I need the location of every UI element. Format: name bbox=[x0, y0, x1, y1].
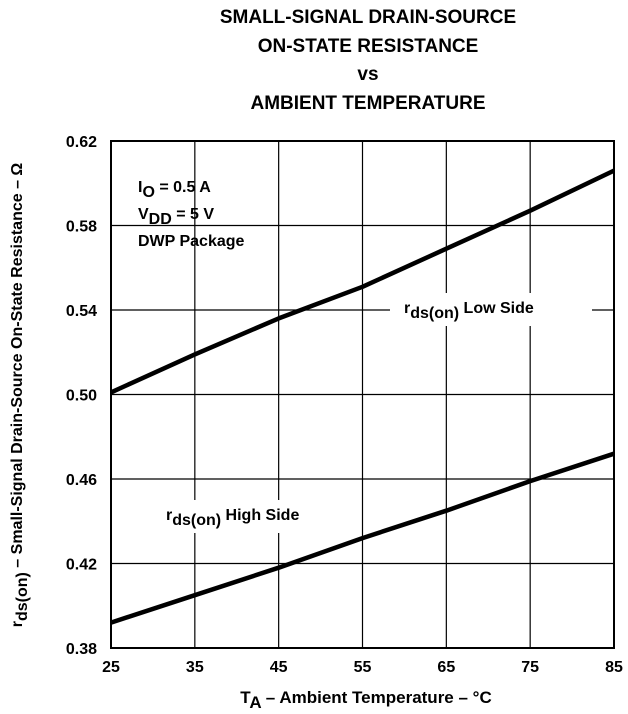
y-axis-label: rds(on) – Small-Signal Drain-Source On-S… bbox=[9, 163, 31, 628]
y-axis-label-rest: – Small-Signal Drain-Source On-State Res… bbox=[9, 163, 26, 573]
x-tick-label: 25 bbox=[102, 659, 120, 676]
series-label-low-side-main: r bbox=[404, 300, 410, 317]
y-tick-label: 0.58 bbox=[66, 219, 97, 236]
condition-1-sub: O bbox=[142, 184, 154, 201]
series-line-low-side bbox=[110, 168, 615, 395]
label-bg-low-side bbox=[390, 293, 592, 326]
plot-frame bbox=[110, 140, 615, 649]
x-axis-label-sub: A bbox=[249, 693, 261, 712]
y-tick-label: 0.54 bbox=[66, 303, 97, 320]
series-label-low-side: rds(on) Low Side bbox=[404, 300, 534, 322]
y-tick-label: 0.50 bbox=[66, 388, 97, 405]
x-tick-label: 75 bbox=[521, 659, 539, 676]
series-lines bbox=[110, 168, 615, 625]
series-label-high-side-main: r bbox=[166, 507, 172, 524]
condition-3: DWP Package bbox=[138, 233, 245, 250]
title-line-2: ON-STATE RESISTANCE bbox=[258, 36, 479, 57]
series-label-low-side-rest: Low Side bbox=[459, 300, 534, 317]
title-line-1: SMALL-SIGNAL DRAIN-SOURCE bbox=[220, 7, 516, 28]
condition-2-sub: DD bbox=[149, 211, 172, 228]
condition-1-rest: = 0.5 A bbox=[155, 179, 211, 196]
series-line-high-side bbox=[110, 451, 615, 625]
condition-1-main: I bbox=[138, 179, 142, 196]
x-tick-label: 45 bbox=[270, 659, 288, 676]
title-line-4: AMBIENT TEMPERATURE bbox=[250, 93, 485, 114]
x-tick-label: 85 bbox=[605, 659, 623, 676]
y-axis-label-main: r bbox=[9, 621, 26, 627]
condition-3-main: DWP Package bbox=[138, 233, 245, 250]
x-tick-label: 55 bbox=[354, 659, 372, 676]
y-tick-label: 0.46 bbox=[66, 472, 97, 489]
condition-2: VDD = 5 V bbox=[138, 206, 214, 228]
y-axis-label-group: rds(on) – Small-Signal Drain-Source On-S… bbox=[9, 163, 31, 628]
tick-labels: 25 35 45 55 65 75 85 0.38 0.42 0.46 0.50 0.54 0.58 0.… bbox=[66, 134, 623, 676]
series-label-high-side-rest: High Side bbox=[221, 507, 299, 524]
series-label-high-side-sub: ds(on) bbox=[172, 512, 221, 529]
y-axis-label-sub: ds(on) bbox=[14, 572, 31, 621]
x-tick-label: 35 bbox=[186, 659, 204, 676]
series-label-low-side-sub: ds(on) bbox=[410, 305, 459, 322]
title-line-3: vs bbox=[357, 64, 378, 85]
condition-2-main: V bbox=[138, 206, 149, 223]
condition-2-rest: = 5 V bbox=[172, 206, 215, 223]
series-label-high-side: rds(on) High Side bbox=[166, 507, 299, 529]
y-tick-label: 0.42 bbox=[66, 557, 97, 574]
label-bg-high-side bbox=[158, 500, 358, 533]
y-tick-label: 0.38 bbox=[66, 641, 97, 658]
chart-title: SMALL-SIGNAL DRAIN-SOURCE ON-STATE RESIST… bbox=[220, 7, 516, 114]
x-axis-label-rest: – Ambient Temperature – °C bbox=[261, 688, 492, 707]
x-axis-label-main: T bbox=[240, 688, 251, 707]
x-tick-label: 65 bbox=[437, 659, 455, 676]
grid bbox=[111, 141, 614, 648]
y-tick-label: 0.62 bbox=[66, 134, 97, 151]
condition-1: IO = 0.5 A bbox=[138, 179, 211, 201]
x-axis-label: TA – Ambient Temperature – °C bbox=[240, 688, 491, 712]
